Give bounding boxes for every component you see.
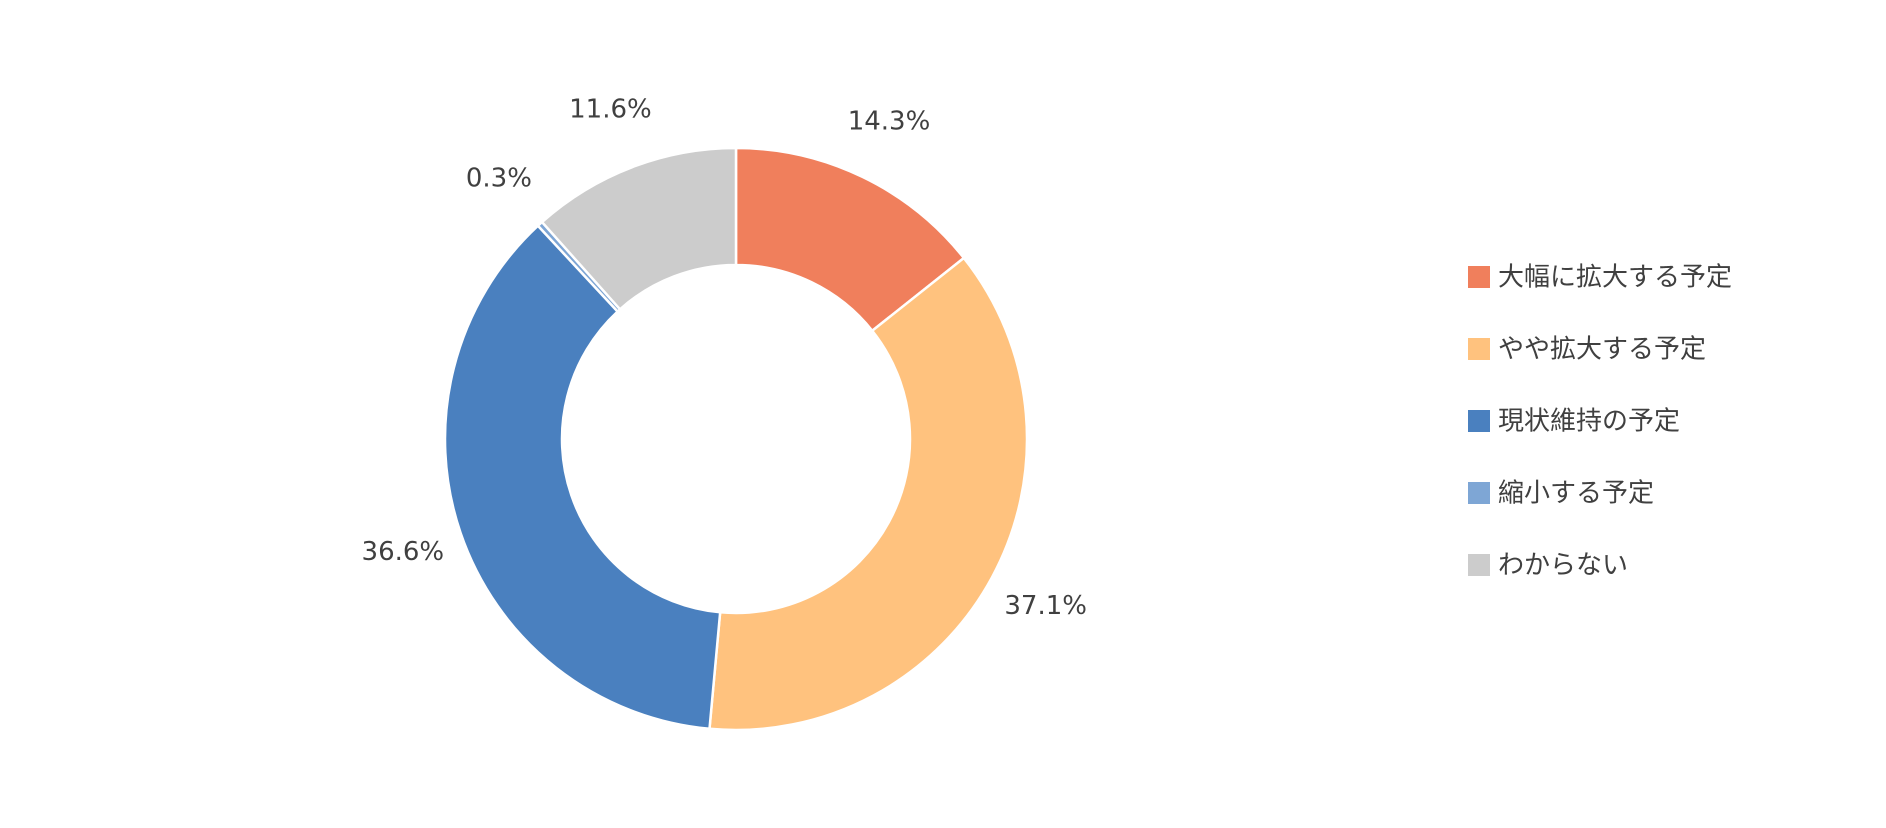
legend-swatch (1468, 410, 1490, 432)
data-label: 36.6% (362, 537, 445, 567)
data-label: 37.1% (1004, 591, 1087, 621)
data-label: 14.3% (848, 106, 931, 136)
legend-label: 縮小する予定 (1498, 479, 1654, 509)
legend-label: わからない (1498, 551, 1628, 581)
slice (540, 146, 738, 312)
data-label: 0.3% (466, 163, 532, 193)
legend-swatch (1468, 338, 1490, 360)
legend-label: 大幅に拡大する予定 (1498, 263, 1732, 293)
legend-label: 現状維持の予定 (1498, 407, 1680, 437)
legend-swatch (1468, 554, 1490, 576)
slice (443, 224, 722, 731)
slice (708, 256, 1029, 732)
legend-label: やや拡大する予定 (1498, 335, 1706, 365)
legend-swatch (1468, 266, 1490, 288)
legend-swatch (1468, 482, 1490, 504)
data-label: 11.6% (569, 95, 652, 125)
